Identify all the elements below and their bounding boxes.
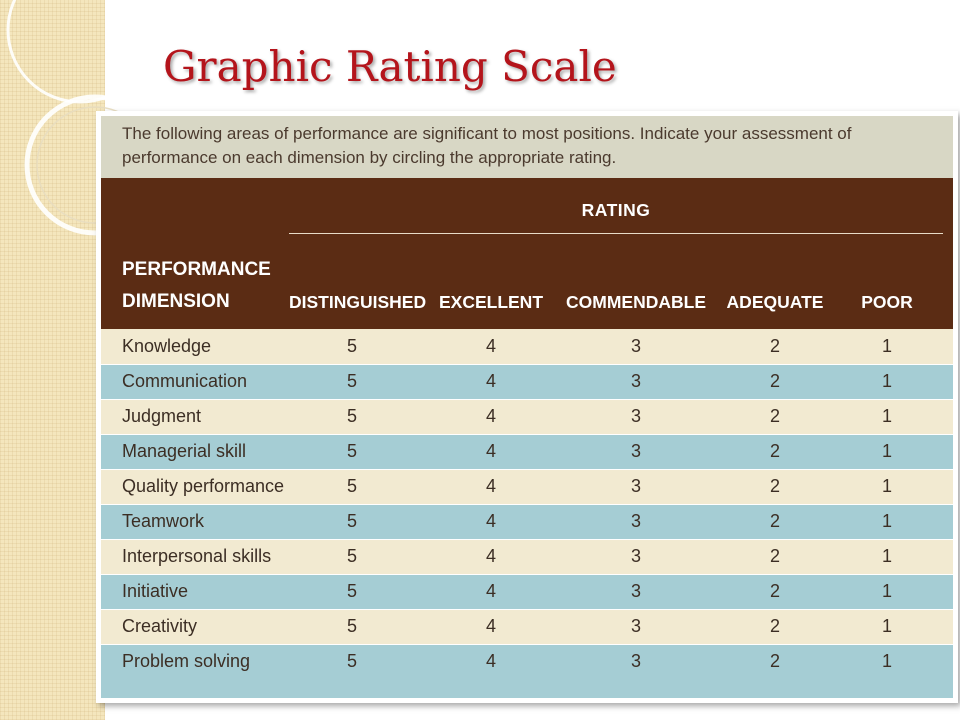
dimension-label: Communication bbox=[122, 371, 248, 391]
rating-form-body: The following areas of performance are s… bbox=[101, 116, 953, 698]
column-poor: POOR bbox=[861, 292, 913, 312]
rating-option[interactable]: 3 bbox=[630, 511, 641, 531]
rating-option[interactable]: 4 bbox=[485, 511, 496, 531]
rating-header: RATING bbox=[581, 200, 651, 220]
rating-option[interactable]: 2 bbox=[769, 651, 780, 671]
dimension-label: Judgment bbox=[122, 406, 202, 426]
rating-option[interactable]: 4 bbox=[485, 371, 496, 391]
row-divider bbox=[101, 399, 953, 400]
rating-option[interactable]: 2 bbox=[769, 406, 780, 426]
table-row: Quality performance 5 4 3 2 1 bbox=[101, 469, 953, 504]
decorative-side-band bbox=[0, 0, 105, 720]
rating-option[interactable]: 2 bbox=[769, 616, 780, 636]
rating-option[interactable]: 3 bbox=[630, 651, 641, 671]
table-header: RATING PERFORMANCE DIMENSION DISTINGUISH… bbox=[101, 178, 953, 329]
rating-option[interactable]: 5 bbox=[346, 546, 357, 566]
column-adequate: ADEQUATE bbox=[726, 292, 824, 312]
rating-option[interactable]: 1 bbox=[881, 651, 892, 671]
table-row: Judgment 5 4 3 2 1 bbox=[101, 399, 953, 434]
table-row: Interpersonal skills 5 4 3 2 1 bbox=[101, 539, 953, 574]
table-row: Communication 5 4 3 2 1 bbox=[101, 364, 953, 399]
column-excellent: EXCELLENT bbox=[438, 292, 544, 312]
table-row: Knowledge 5 4 3 2 1 bbox=[101, 329, 953, 364]
rating-option[interactable]: 5 bbox=[346, 441, 357, 461]
rating-option[interactable]: 4 bbox=[485, 581, 496, 601]
rating-option[interactable]: 3 bbox=[630, 441, 641, 461]
row-divider bbox=[101, 469, 953, 470]
rating-option[interactable]: 1 bbox=[881, 406, 892, 426]
dimension-label: Knowledge bbox=[122, 336, 212, 356]
column-commendable: COMMENDABLE bbox=[566, 292, 706, 312]
rating-header-rule bbox=[289, 233, 943, 234]
dimension-label: Problem solving bbox=[122, 651, 251, 671]
rating-option[interactable]: 4 bbox=[485, 546, 496, 566]
rating-option[interactable]: 3 bbox=[630, 336, 641, 356]
rating-option[interactable]: 3 bbox=[630, 616, 641, 636]
rating-option[interactable]: 3 bbox=[630, 406, 641, 426]
rating-option[interactable]: 2 bbox=[769, 511, 780, 531]
rating-option[interactable]: 5 bbox=[346, 336, 357, 356]
rating-option[interactable]: 4 bbox=[485, 336, 496, 356]
row-divider bbox=[101, 364, 953, 365]
rating-option[interactable]: 2 bbox=[769, 371, 780, 391]
dimension-header: PERFORMANCE DIMENSION bbox=[122, 254, 271, 318]
rating-option[interactable]: 3 bbox=[630, 581, 641, 601]
dimension-label: Initiative bbox=[122, 581, 189, 601]
form-instructions: The following areas of performance are s… bbox=[101, 116, 953, 178]
rating-option[interactable]: 5 bbox=[346, 511, 357, 531]
rating-option[interactable]: 2 bbox=[769, 476, 780, 496]
rating-option[interactable]: 1 bbox=[881, 336, 892, 356]
rating-option[interactable]: 2 bbox=[769, 581, 780, 601]
rating-option[interactable]: 1 bbox=[881, 476, 892, 496]
rating-option[interactable]: 5 bbox=[346, 581, 357, 601]
rating-option[interactable]: 3 bbox=[630, 546, 641, 566]
rating-option[interactable]: 3 bbox=[630, 371, 641, 391]
rating-option[interactable]: 1 bbox=[881, 616, 892, 636]
rating-option[interactable]: 1 bbox=[881, 511, 892, 531]
rating-form: The following areas of performance are s… bbox=[96, 111, 958, 703]
rating-option[interactable]: 4 bbox=[485, 476, 496, 496]
dimension-header-line2: DIMENSION bbox=[122, 291, 230, 312]
dimension-label: Quality performance bbox=[122, 476, 285, 496]
rating-option[interactable]: 1 bbox=[881, 371, 892, 391]
rating-option[interactable]: 4 bbox=[485, 616, 496, 636]
dimension-header-line1: PERFORMANCE bbox=[122, 259, 271, 280]
row-divider bbox=[101, 504, 953, 505]
table-row: Initiative 5 4 3 2 1 bbox=[101, 574, 953, 609]
row-divider bbox=[101, 644, 953, 645]
rating-option[interactable]: 5 bbox=[346, 651, 357, 671]
rating-option[interactable]: 4 bbox=[485, 441, 496, 461]
rating-option[interactable]: 4 bbox=[485, 651, 496, 671]
row-divider bbox=[101, 609, 953, 610]
table-row: Managerial skill 5 4 3 2 1 bbox=[101, 434, 953, 469]
rating-option[interactable]: 1 bbox=[881, 546, 892, 566]
dimension-label: Managerial skill bbox=[122, 441, 247, 461]
rating-option[interactable]: 3 bbox=[630, 476, 641, 496]
dimension-label: Interpersonal skills bbox=[122, 546, 272, 566]
rating-option[interactable]: 5 bbox=[346, 371, 357, 391]
row-divider bbox=[101, 574, 953, 575]
dimension-label: Creativity bbox=[122, 616, 198, 636]
row-divider bbox=[101, 539, 953, 540]
table-row: Teamwork 5 4 3 2 1 bbox=[101, 504, 953, 539]
rating-option[interactable]: 5 bbox=[346, 616, 357, 636]
table-row: Creativity 5 4 3 2 1 bbox=[101, 609, 953, 644]
rating-option[interactable]: 4 bbox=[485, 406, 496, 426]
page-title: Graphic Rating Scale bbox=[163, 42, 617, 91]
rating-option[interactable]: 1 bbox=[881, 581, 892, 601]
table-row: Problem solving 5 4 3 2 1 bbox=[101, 644, 953, 698]
rating-option[interactable]: 2 bbox=[769, 546, 780, 566]
dimension-label: Teamwork bbox=[122, 511, 205, 531]
rating-option[interactable]: 2 bbox=[769, 441, 780, 461]
column-distinguished: DISTINGUISHED bbox=[289, 292, 427, 312]
rating-option[interactable]: 1 bbox=[881, 441, 892, 461]
rating-option[interactable]: 5 bbox=[346, 406, 357, 426]
rating-option[interactable]: 5 bbox=[346, 476, 357, 496]
rating-option[interactable]: 2 bbox=[769, 336, 780, 356]
row-divider bbox=[101, 434, 953, 435]
